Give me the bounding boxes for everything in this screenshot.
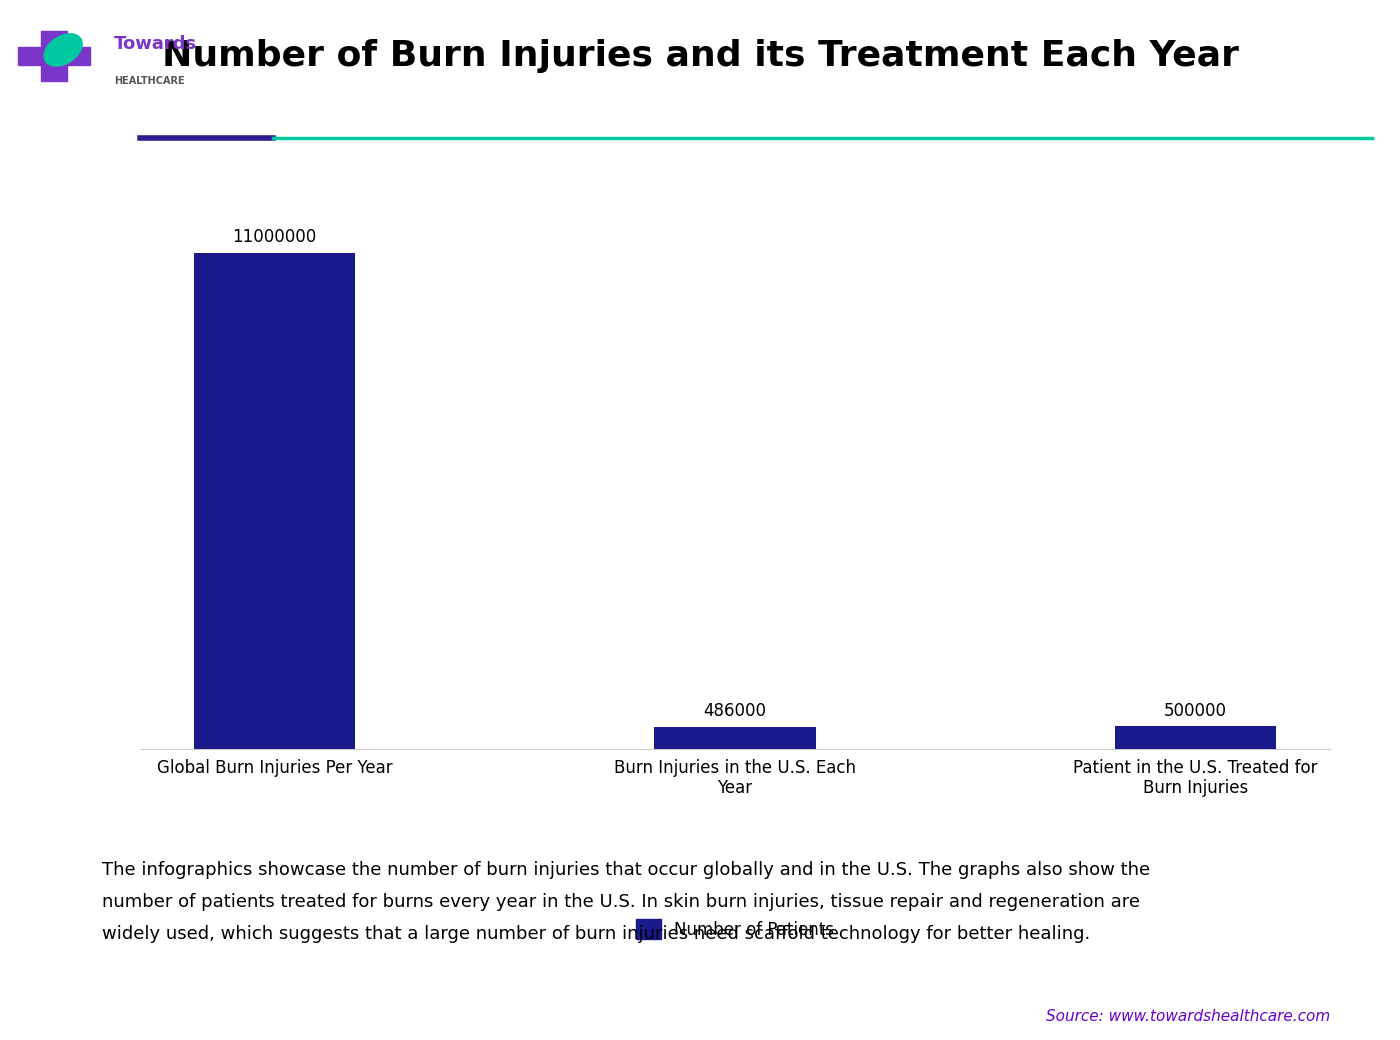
Bar (654, 727, 816, 749)
Legend: Number of Patients: Number of Patients (629, 912, 841, 946)
Bar (195, 253, 356, 749)
Bar (18, 48, 91, 64)
Text: 11000000: 11000000 (232, 229, 316, 246)
Text: Number of Burn Injuries and its Treatment Each Year: Number of Burn Injuries and its Treatmen… (161, 40, 1239, 73)
Text: HEALTHCARE: HEALTHCARE (115, 76, 185, 86)
Text: 500000: 500000 (1163, 702, 1226, 720)
Text: Source: www.towardshealthcare.com: Source: www.towardshealthcare.com (1046, 1010, 1330, 1024)
Text: The infographics showcase the number of burn injuries that occur globally and in: The infographics showcase the number of … (101, 861, 1149, 943)
Ellipse shape (43, 33, 83, 67)
Bar (1114, 726, 1275, 749)
Text: Towards: Towards (115, 34, 197, 53)
Text: 486000: 486000 (703, 702, 767, 720)
Bar (42, 31, 67, 81)
